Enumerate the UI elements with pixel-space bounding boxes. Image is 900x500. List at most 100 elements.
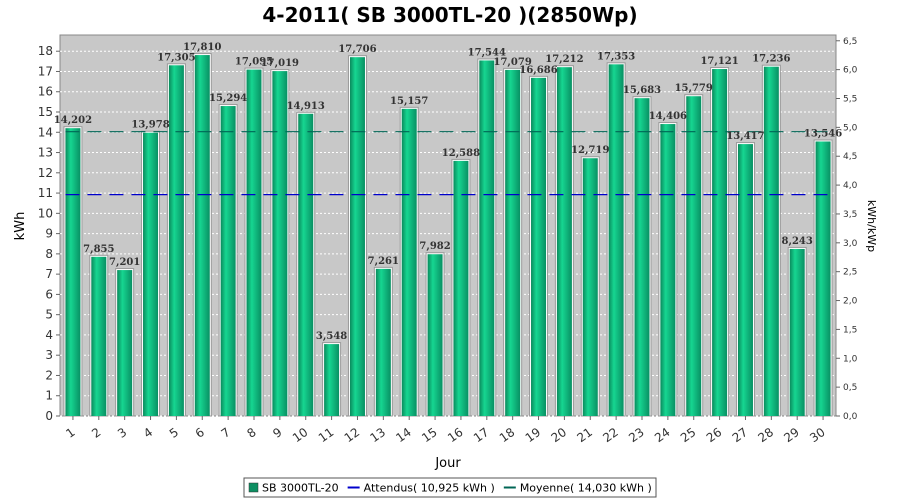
- y-axis-title: kWh: [13, 212, 28, 241]
- x-tick-label: 8: [244, 425, 258, 441]
- data-label: 17,810: [183, 42, 221, 53]
- x-tick-label: 15: [419, 425, 440, 445]
- bar: [737, 144, 753, 416]
- y-tick-label: 11: [38, 186, 53, 200]
- y-tick-label: 10: [38, 206, 53, 220]
- x-tick-label: 4: [141, 425, 155, 441]
- reference-lines: [65, 131, 831, 196]
- x-tick-label: 6: [193, 425, 207, 441]
- legend-label: Moyenne( 14,030 kWh ): [520, 482, 652, 495]
- data-label: 7,261: [368, 256, 399, 267]
- y2-tick-label: 6,5: [843, 37, 857, 47]
- y2-tick-label: 0,5: [843, 383, 857, 393]
- data-label: 13,546: [804, 128, 842, 139]
- x-tick-label: 16: [445, 425, 466, 445]
- x-tick-label: 17: [471, 425, 492, 445]
- x-tick-label: 7: [219, 425, 233, 441]
- y2-tick-label: 4,0: [843, 181, 858, 191]
- x-tick-label: 11: [316, 425, 337, 445]
- y2-tick-label: 2,5: [843, 268, 857, 278]
- x-tick-label: 13: [368, 425, 389, 445]
- data-label: 13,978: [131, 120, 169, 131]
- bar: [298, 113, 314, 416]
- data-label: 17,121: [700, 56, 738, 67]
- data-label: 17,236: [752, 54, 790, 65]
- y-tick-label: 17: [38, 64, 53, 78]
- gridlines: [60, 50, 836, 417]
- data-label: 17,706: [338, 44, 376, 55]
- bar: [453, 160, 469, 416]
- bar: [427, 254, 443, 416]
- x-tick-label: 25: [678, 425, 699, 445]
- y-tick-label: 0: [45, 409, 53, 423]
- bar: [686, 96, 702, 417]
- bar: [272, 71, 288, 416]
- y-tick-label: 13: [38, 146, 53, 160]
- bar: [556, 67, 572, 416]
- x-tick-label: 14: [393, 425, 414, 445]
- data-label: 15,683: [623, 85, 661, 96]
- y-tick-label: 1: [45, 389, 53, 403]
- data-label: 15,157: [390, 96, 428, 107]
- x-tick-label: 23: [626, 425, 647, 445]
- x-tick-label: 22: [600, 425, 621, 445]
- y-tick-label: 5: [45, 308, 53, 322]
- data-label: 17,019: [261, 58, 299, 69]
- x-tick-label: 28: [756, 425, 777, 445]
- y-tick-label: 16: [38, 85, 53, 99]
- data-label: 12,719: [571, 145, 609, 156]
- legend-swatch: [248, 482, 259, 493]
- bar: [143, 132, 159, 416]
- y2-tick-label: 5,0: [843, 123, 858, 133]
- x-tick-label: 20: [549, 425, 570, 445]
- x-tick-label: 9: [270, 425, 284, 441]
- plot-area: [59, 34, 837, 417]
- data-label: 16,686: [519, 65, 557, 76]
- data-label: 12,588: [442, 148, 480, 159]
- data-label: 14,406: [649, 111, 687, 122]
- bar: [634, 98, 650, 416]
- data-label: 17,212: [545, 54, 583, 65]
- y2-axis-title: kWh/kWp: [865, 200, 878, 252]
- bar: [375, 268, 391, 416]
- bar: [168, 65, 184, 416]
- x-tick-label: 30: [807, 425, 828, 445]
- data-label: 17,095: [235, 57, 273, 68]
- bar: [660, 124, 676, 416]
- y2-tick-label: 4,5: [843, 152, 857, 162]
- legend: SB 3000TL-20 Attendus( 10,925 kWh ) Moyenn…: [243, 477, 657, 498]
- x-tick-label: 10: [290, 425, 311, 445]
- x-tick-label: 1: [63, 425, 77, 441]
- y2-tick-label: 1,0: [843, 354, 858, 364]
- bar: [582, 158, 598, 416]
- y2-tick-label: 3,0: [843, 239, 858, 249]
- x-tick-label: 5: [167, 425, 181, 441]
- y2-tick-label: 3,5: [843, 210, 857, 220]
- data-label: 3,548: [316, 331, 347, 342]
- x-axis: 1 2 3 4 5 6 7 8 9 10 11 12 13 14 15 16 17 18 19 20 21 22 23 24 2…: [63, 416, 828, 445]
- bar: [712, 69, 728, 416]
- data-label: 14,913: [287, 101, 325, 112]
- y-tick-label: 12: [38, 166, 53, 180]
- bar: [763, 66, 779, 417]
- y-tick-label: 4: [45, 328, 53, 342]
- x-tick-label: 26: [704, 425, 725, 445]
- y-tick-label: 14: [38, 125, 53, 139]
- bar: [117, 270, 133, 416]
- legend-box: [243, 477, 657, 498]
- x-tick-label: 2: [89, 425, 103, 441]
- bar: [608, 64, 624, 417]
- data-label: 17,544: [468, 47, 506, 58]
- bar: [789, 248, 805, 416]
- bar: [401, 108, 417, 416]
- bars: [63, 53, 833, 417]
- x-tick-label: 24: [652, 425, 673, 445]
- x-tick-label: 29: [781, 425, 802, 445]
- data-label: 17,353: [597, 51, 635, 62]
- x-tick-label: 27: [730, 425, 751, 445]
- data-label: 17,079: [494, 57, 532, 68]
- data-label: 13,417: [726, 131, 764, 142]
- legend-label: SB 3000TL-20: [262, 482, 339, 495]
